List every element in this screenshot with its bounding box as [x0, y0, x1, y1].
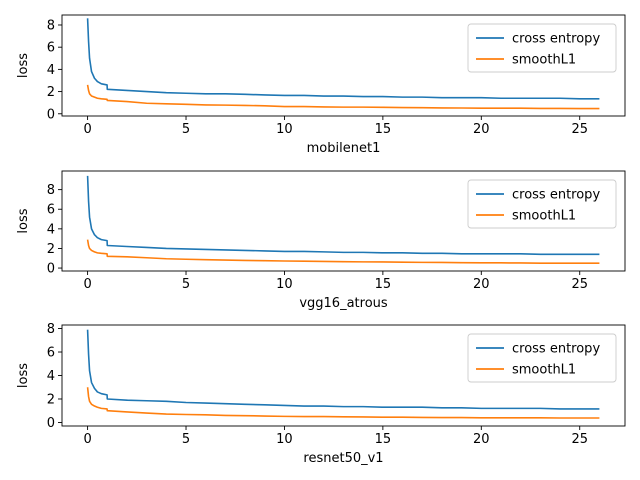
series-line-smoothl1 — [86, 387, 600, 419]
y-tick-label: 4 — [47, 369, 55, 384]
y-tick-label: 6 — [47, 41, 55, 56]
x-tick-label: 25 — [571, 432, 588, 447]
y-tick-label: 2 — [47, 392, 55, 407]
y-axis-label: loss — [16, 363, 31, 388]
x-tick-label: 5 — [182, 122, 190, 137]
legend-box — [467, 179, 617, 229]
series-line-cross-entropy — [86, 329, 600, 410]
series-line-cross-entropy — [86, 175, 600, 256]
legend: cross entropy smoothL1 — [467, 23, 617, 73]
x-tick-label: 20 — [473, 122, 490, 137]
chart-panel-2: 0 5 10 15 20 25 0 2 4 6 8 vgg16_atrous loss cross ent… — [16, 170, 626, 311]
x-tick-label: 10 — [276, 432, 293, 447]
x-tick-label: 0 — [83, 432, 91, 447]
x-axis-label: vgg16_atrous — [299, 296, 388, 311]
x-tick-label: 20 — [473, 432, 490, 447]
x-tick-label: 5 — [182, 432, 190, 447]
legend-box — [467, 23, 617, 73]
y-tick-label: 8 — [47, 322, 55, 337]
legend-label-smoothl1: smoothL1 — [512, 363, 576, 378]
x-tick-label: 10 — [276, 277, 293, 292]
y-tick-label: 6 — [47, 346, 55, 361]
y-tick-label: 0 — [47, 416, 55, 431]
series-line-cross-entropy — [86, 18, 600, 100]
x-axis-label: mobilenet1 — [307, 141, 381, 156]
x-tick-label: 5 — [182, 277, 190, 292]
y-tick-label: 2 — [47, 85, 55, 100]
legend-label-smoothl1: smoothL1 — [512, 209, 576, 224]
y-tick-label: 2 — [47, 242, 55, 257]
x-tick-label: 20 — [473, 277, 490, 292]
legend-label-smoothl1: smoothL1 — [512, 53, 576, 68]
x-tick-label: 15 — [375, 277, 392, 292]
chart-panel-3: 0 5 10 15 20 25 0 2 4 6 8 resnet50_v1 loss cross entr… — [16, 322, 626, 466]
y-tick-label: 6 — [47, 203, 55, 218]
axes-frame — [61, 170, 626, 272]
x-tick-label: 25 — [571, 277, 588, 292]
y-axis-label: loss — [16, 208, 31, 233]
x-tick-label: 25 — [571, 122, 588, 137]
chart-panel-1: 0 5 10 15 20 25 0 2 4 6 8 mobilenet1 loss cross entro… — [16, 14, 626, 156]
axes-frame — [61, 14, 626, 117]
x-tick-label: 0 — [83, 277, 91, 292]
legend-label-cross-entropy: cross entropy — [512, 342, 600, 357]
series-line-smoothl1 — [86, 239, 600, 264]
x-tick-label: 15 — [375, 432, 392, 447]
y-tick-label: 0 — [47, 262, 55, 277]
legend-label-cross-entropy: cross entropy — [512, 32, 600, 47]
legend-box — [467, 333, 617, 383]
y-axis-label: loss — [16, 53, 31, 78]
y-tick-label: 0 — [47, 107, 55, 122]
x-tick-label: 0 — [83, 122, 91, 137]
x-axis-label: resnet50_v1 — [303, 451, 383, 466]
y-tick-label: 4 — [47, 222, 55, 237]
legend: cross entropy smoothL1 — [467, 333, 617, 383]
y-tick-label: 8 — [47, 18, 55, 33]
legend-label-cross-entropy: cross entropy — [512, 188, 600, 203]
x-tick-label: 15 — [375, 122, 392, 137]
y-tick-label: 8 — [47, 183, 55, 198]
x-tick-label: 10 — [276, 122, 293, 137]
y-tick-label: 4 — [47, 63, 55, 78]
legend: cross entropy smoothL1 — [467, 179, 617, 229]
series-line-smoothl1 — [86, 84, 600, 110]
